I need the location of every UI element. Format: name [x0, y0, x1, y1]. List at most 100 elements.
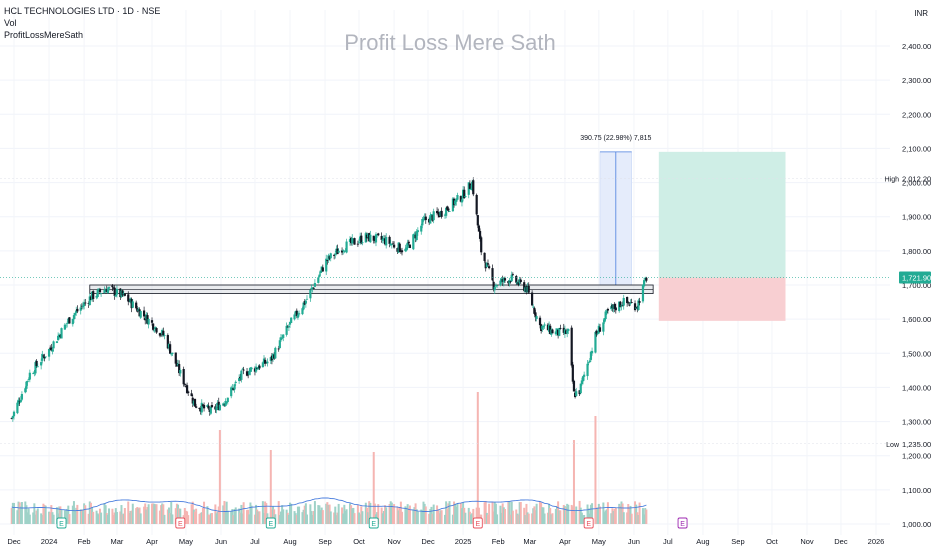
candle-body	[184, 386, 188, 388]
volume-bar	[162, 504, 165, 524]
volume-bar	[565, 507, 568, 524]
candle-body	[510, 274, 513, 282]
volume-bar	[534, 510, 537, 524]
candle-body	[484, 262, 487, 269]
candle-body	[563, 329, 567, 334]
volume-bar	[242, 502, 245, 524]
volume-bar	[147, 504, 150, 524]
candle-body	[310, 287, 313, 290]
candle-body	[301, 308, 304, 315]
volume-spike	[594, 416, 597, 524]
volume-bar	[136, 507, 139, 524]
y-tick-label: 1,100.00	[902, 486, 931, 495]
volume-bar	[440, 510, 443, 524]
volume-bar	[234, 507, 237, 524]
candle-body	[645, 277, 648, 281]
volume-bar	[358, 512, 361, 524]
volume-spike	[372, 452, 375, 524]
candle-body	[527, 285, 530, 293]
volume-bar	[509, 514, 512, 524]
candle-body	[459, 196, 462, 202]
volume-bar	[155, 504, 158, 524]
candle-body	[72, 315, 76, 320]
volume-bar	[201, 508, 204, 524]
volume-bar	[595, 507, 598, 524]
volume-bar	[26, 512, 29, 524]
volume-bar	[597, 503, 600, 524]
candle-body	[431, 215, 434, 221]
volume-bar	[364, 502, 367, 524]
candle-body	[20, 394, 24, 400]
candle-body	[191, 397, 194, 404]
volume-bar	[111, 508, 114, 524]
x-tick-label: Apr	[559, 537, 571, 546]
candle-body	[610, 306, 613, 310]
volume-bar	[550, 514, 553, 524]
volume-bar	[635, 504, 638, 524]
candle-body	[524, 287, 527, 292]
volume-bar	[605, 509, 608, 524]
volume-bar	[453, 501, 456, 524]
volume-bar	[329, 511, 332, 524]
candle-body	[57, 335, 60, 341]
volume-bar	[112, 514, 115, 524]
candle-body	[446, 206, 449, 210]
candle-body	[222, 403, 225, 406]
candle-body	[628, 304, 631, 306]
candle-body	[43, 356, 46, 359]
candle-body	[129, 298, 132, 303]
volume-bar	[285, 509, 288, 524]
volume-bar	[135, 508, 138, 524]
volume-bar	[303, 505, 306, 524]
volume-bar	[361, 511, 364, 524]
volume-bar	[215, 513, 218, 524]
candle-body	[488, 266, 491, 269]
grid-lines	[0, 10, 890, 535]
candle-body	[95, 295, 98, 298]
candle-body	[555, 328, 559, 333]
candle-body	[44, 356, 47, 358]
volume-bar	[263, 512, 266, 524]
x-tick-label: Feb	[78, 537, 91, 546]
volume-bar	[217, 506, 220, 524]
volume-bar	[241, 513, 244, 524]
candle-body	[320, 266, 323, 271]
x-tick-label: 2024	[41, 537, 58, 546]
candle-body	[633, 303, 637, 311]
volume-bar	[524, 515, 527, 524]
volume-bar	[390, 502, 393, 524]
candle-body	[606, 308, 609, 311]
y-tick-label: 1,400.00	[902, 383, 931, 392]
candle-body	[494, 284, 498, 287]
candle-body	[415, 231, 418, 241]
volume-bar	[508, 501, 511, 524]
volume-bar	[114, 508, 117, 524]
indicator-custom[interactable]: ProfitLossMereSath	[4, 30, 84, 40]
y-tick-label: 2,100.00	[902, 144, 931, 153]
volume-bar	[470, 514, 473, 524]
volume-bar	[589, 504, 592, 524]
candle-body	[551, 329, 554, 334]
volume-bar	[422, 501, 425, 524]
candle-body	[562, 327, 565, 333]
volume-bar	[65, 510, 68, 524]
volume-bar	[247, 509, 250, 524]
candle-body	[389, 243, 392, 246]
volume-bar	[13, 502, 15, 524]
candle-body	[448, 211, 451, 212]
indicator-vol[interactable]: Vol	[4, 18, 17, 28]
candle-body	[416, 230, 419, 233]
candle-body	[98, 289, 102, 293]
x-tick-label: Sep	[731, 537, 744, 546]
candle-body	[611, 304, 614, 309]
candle-body	[317, 277, 320, 283]
candle-body	[113, 287, 116, 296]
drawing-layer[interactable]: 390.75 (22.98%) 7,815	[89, 135, 786, 321]
volume-bar	[36, 508, 39, 524]
watermark: Profit Loss Mere Sath	[344, 30, 556, 55]
symbol-title[interactable]: HCL TECHNOLOGIES LTD · 1D · NSE	[4, 6, 161, 16]
volume-bar	[195, 508, 198, 524]
y-tick-label: 1,200.00	[902, 452, 931, 461]
